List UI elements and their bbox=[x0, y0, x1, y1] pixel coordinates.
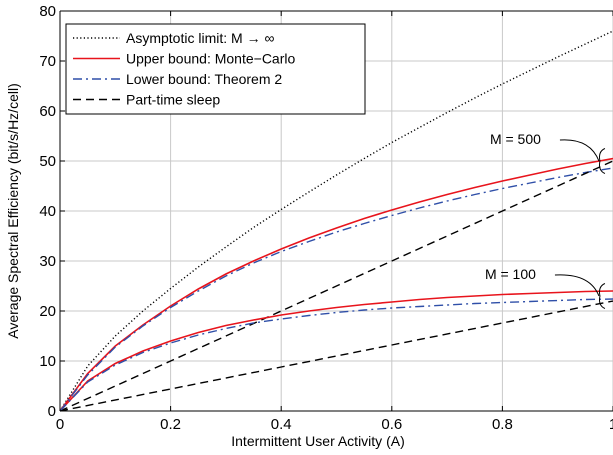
y-tick-label: 50 bbox=[39, 153, 56, 170]
x-tick-label: 0.2 bbox=[160, 416, 181, 433]
y-tick-label: 40 bbox=[39, 203, 56, 220]
x-tick-label: 0.6 bbox=[381, 416, 402, 433]
series-line-part-time-sleep-m-500 bbox=[59, 160, 613, 412]
y-tick-label: 10 bbox=[39, 353, 56, 370]
y-tick-label: 30 bbox=[39, 253, 56, 270]
series-line-asymptotic-limit-m bbox=[59, 30, 613, 412]
annotation-m-500: M = 500 bbox=[490, 131, 541, 147]
series-line-part-time-sleep-m-100 bbox=[59, 300, 613, 412]
x-tick-label: 1 bbox=[609, 416, 613, 433]
annotations: M = 500 M = 100 bbox=[485, 131, 606, 309]
series-line-upper-bound-monte-carlo-m-100 bbox=[59, 290, 613, 412]
x-tick-label: 0 bbox=[56, 416, 64, 433]
legend-label-upper-bound-monte-carlo: Upper bound: Monte−Carlo bbox=[126, 51, 295, 67]
y-axis-label: Average Spectral Efficiency (bit/s/Hz/ce… bbox=[5, 83, 21, 338]
legend: Asymptotic limit: M → ∞ Upper bound: Mont… bbox=[65, 23, 366, 115]
series-layer bbox=[59, 30, 613, 412]
y-tick-label: 20 bbox=[39, 303, 56, 320]
annotation-brace bbox=[599, 148, 606, 174]
series-line-upper-bound-monte-carlo-m-500 bbox=[59, 157, 613, 412]
x-tick-label: 0.8 bbox=[492, 416, 513, 433]
x-axis-label: Intermittent User Activity (A) bbox=[231, 433, 404, 449]
annotation-leader bbox=[559, 139, 600, 162]
legend-label-part-time-sleep: Part-time sleep bbox=[126, 92, 220, 108]
x-tick-label: 0.4 bbox=[271, 416, 292, 433]
y-tick-label: 70 bbox=[39, 53, 56, 70]
legend-label-asymptotic-limit-m: Asymptotic limit: M → ∞ bbox=[126, 30, 274, 46]
axes bbox=[59, 10, 613, 412]
tick-labels: 00.20.40.60.8101020304050607080 bbox=[39, 3, 613, 433]
y-tick-label: 0 bbox=[48, 403, 56, 420]
y-tick-label: 80 bbox=[39, 3, 56, 20]
legend-label-lower-bound-theorem-2: Lower bound: Theorem 2 bbox=[126, 71, 282, 87]
annotation-brace bbox=[599, 283, 606, 309]
annotation-m-100: M = 100 bbox=[485, 266, 536, 282]
y-tick-label: 60 bbox=[39, 103, 56, 120]
annotation-leader bbox=[554, 274, 600, 297]
